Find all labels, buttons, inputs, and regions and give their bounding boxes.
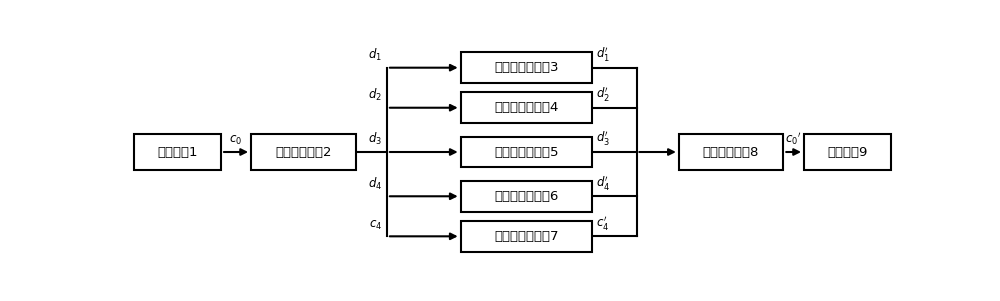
Text: 第二类预测模块7: 第二类预测模块7: [494, 230, 559, 243]
Bar: [134, 134, 221, 170]
Bar: [461, 221, 592, 252]
Text: 输入模块1: 输入模块1: [157, 145, 198, 159]
Bar: [461, 52, 592, 83]
Bar: [461, 137, 592, 167]
Text: 第一类预测模块4: 第一类预测模块4: [494, 101, 559, 114]
Text: $c_0{}'$: $c_0{}'$: [785, 130, 802, 147]
Bar: [251, 134, 356, 170]
Text: $d_2'$: $d_2'$: [596, 85, 610, 103]
Text: $c_4'$: $c_4'$: [596, 214, 609, 232]
Text: 小波重构模块8: 小波重构模块8: [703, 145, 759, 159]
Bar: [679, 134, 783, 170]
Text: 第一类预测模块5: 第一类预测模块5: [494, 145, 559, 159]
Bar: [804, 134, 891, 170]
Text: $d_1$: $d_1$: [368, 47, 382, 63]
Text: $d_3$: $d_3$: [368, 131, 382, 147]
Text: 第一类预测模块6: 第一类预测模块6: [494, 190, 559, 203]
Text: 第一类预测模块3: 第一类预测模块3: [494, 61, 559, 74]
Bar: [461, 181, 592, 212]
Text: 小波变换模块2: 小波变换模块2: [275, 145, 332, 159]
Text: $c_4$: $c_4$: [369, 219, 382, 232]
Text: $d_1'$: $d_1'$: [596, 45, 610, 63]
Text: $d_2$: $d_2$: [368, 87, 382, 103]
Text: $d_3'$: $d_3'$: [596, 129, 610, 147]
Bar: [461, 92, 592, 123]
Text: $d_4'$: $d_4'$: [596, 174, 610, 192]
Text: $d_4$: $d_4$: [368, 175, 382, 192]
Text: 输出模块9: 输出模块9: [827, 145, 867, 159]
Text: $c_0$: $c_0$: [229, 134, 243, 147]
